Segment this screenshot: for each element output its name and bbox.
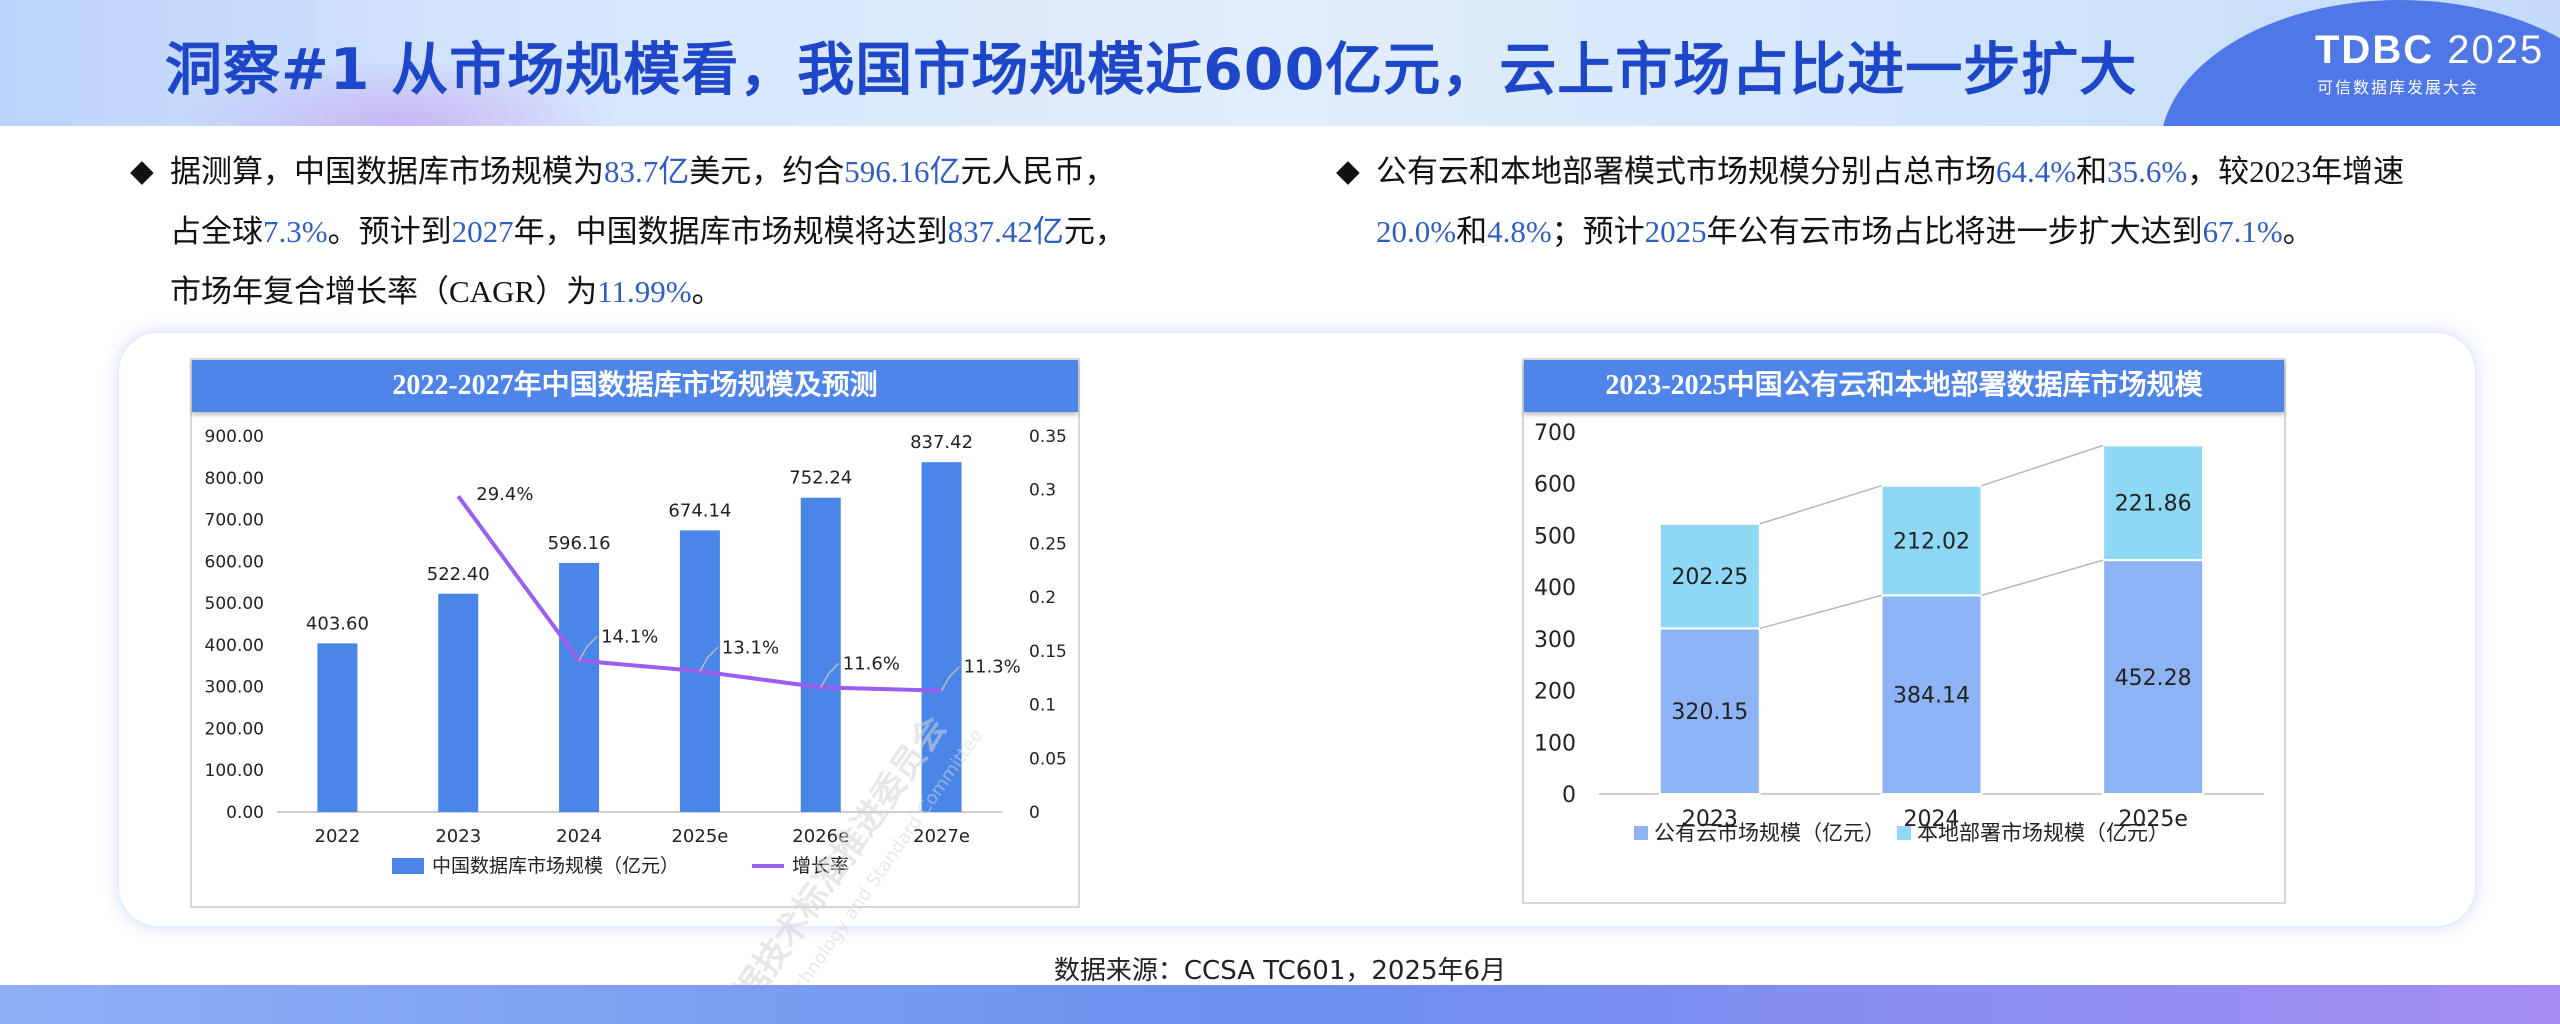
leader-line [820, 662, 840, 688]
x-tick-label: 2023 [435, 826, 481, 847]
x-tick-label: 2023 [1682, 807, 1738, 832]
bullet-right: ◆ 公有云和本地部署模式市场规模分别占总市场64.4%和35.6%，较2023年… [1336, 142, 2516, 262]
y-left-tick-label: 600.00 [205, 552, 264, 572]
line-data-label: 11.3% [964, 657, 1021, 678]
bullet-marker: ◆ [1336, 153, 1360, 189]
y-tick-label: 700 [1534, 421, 1576, 446]
chart-cloud-vs-onprem: 2023-2025中国公有云和本地部署数据库市场规模 0 100 200 300 400… [1522, 358, 2286, 904]
bar-segment-public-cloud [1880, 594, 1983, 795]
leader-line [940, 666, 961, 691]
y-tick-label: 500 [1534, 524, 1576, 549]
leader-line [578, 635, 598, 661]
segment-data-label: 202.25 [1671, 565, 1748, 590]
y-left-tick-label: 800.00 [205, 469, 264, 489]
bar-data-label: 403.60 [306, 613, 369, 634]
brand-subtitle: 可信数据库发展大会 [2317, 78, 2480, 97]
line-data-label: 13.1% [722, 637, 779, 658]
bullet-left-line-1: 据测算，中国数据库市场规模为83.7亿美元，约合596.16亿元人民币， [170, 154, 1116, 190]
y-tick-label: 400 [1534, 576, 1576, 601]
y-left-tick-label: 900.00 [205, 427, 264, 447]
y-right-tick-label: 0.3 [1029, 481, 1056, 501]
y-right-tick-label: 0.05 [1029, 749, 1067, 769]
line-data-label: 11.6% [843, 653, 900, 674]
y-tick-label: 100 [1534, 731, 1576, 756]
y-tick-label: 200 [1534, 680, 1576, 705]
y-tick-label: 0 [1562, 783, 1576, 808]
bullet-right-line-2: 20.0%和4.8%；预计2025年公有云市场占比将进一步扩大达到67.1%。 [1376, 214, 2314, 250]
series-connector-line [1759, 594, 1882, 630]
y-left-tick-label: 300.00 [205, 678, 264, 698]
y-right-tick-label: 0.15 [1029, 642, 1067, 662]
segment-data-label: 320.15 [1671, 700, 1748, 725]
bar-segment-public-cloud [1658, 627, 1761, 795]
chart-cloud-vs-onprem-plot: 0 100 200 300 400 500 600 700 320.15 202.25 2023 38… [1534, 421, 2264, 845]
y-left-tick-label: 0.00 [226, 803, 264, 823]
bar-market-size [317, 643, 358, 812]
data-source: 数据来源：CCSA TC601，2025年6月 [1053, 956, 1507, 986]
y-right-tick-label: 0 [1029, 803, 1040, 823]
bar-segment-on-premise [1880, 484, 1983, 597]
header-banner: 洞察#1 从市场规模看，我国市场规模近600亿元，云上市场占比进一步扩大 TDB… [0, 0, 2560, 126]
bar-market-size [438, 593, 479, 812]
bar-market-size [921, 462, 962, 812]
x-tick-label: 2026e [792, 826, 849, 847]
chart-title: 2022-2027年中国数据库市场规模及预测 [192, 360, 1078, 412]
x-tick-label: 2024 [1904, 807, 1960, 832]
x-tick-label: 2024 [556, 826, 602, 847]
y-right-tick-label: 0.35 [1029, 427, 1067, 447]
series-connector-line [1981, 444, 2104, 487]
page-title: 洞察#1 从市场规模看，我国市场规模近600亿元，云上市场占比进一步扩大 [165, 37, 2138, 103]
bar-segment-on-premise [1658, 522, 1761, 630]
y-right-tick-label: 0.2 [1029, 588, 1056, 608]
x-tick-label: 2022 [315, 826, 361, 847]
segment-data-label: 221.86 [2115, 492, 2192, 517]
y-left-tick-label: 100.00 [205, 761, 264, 781]
bar-data-label: 674.14 [668, 500, 731, 521]
bullet-left-line-3: 市场年复合增长率（CAGR）为11.99%。 [170, 274, 723, 310]
segment-data-label: 212.02 [1893, 530, 1970, 555]
line-data-label: 14.1% [601, 627, 658, 648]
bar-market-size [559, 562, 600, 812]
legend-label-public-cloud: 公有云市场规模（亿元） [1654, 821, 1885, 845]
bar-segment-on-premise [2102, 444, 2205, 562]
line-data-label: 29.4% [476, 484, 533, 505]
legend-label-on-premise: 本地部署市场规模（亿元） [1917, 821, 2169, 845]
leader-line [699, 646, 719, 672]
series-connector-line [1759, 484, 1882, 525]
bar-data-label: 752.24 [789, 468, 852, 489]
y-tick-label: 300 [1534, 628, 1576, 653]
y-left-tick-label: 500.00 [205, 594, 264, 614]
bar-data-label: 837.42 [910, 432, 973, 453]
y-left-tick-label: 200.00 [205, 719, 264, 739]
x-tick-label: 2027e [913, 826, 970, 847]
segment-data-label: 452.28 [2115, 666, 2192, 691]
series-connector-line [1981, 559, 2104, 597]
bullet-right-line-1: 公有云和本地部署模式市场规模分别占总市场64.4%和35.6%，较2023年增速 [1376, 154, 2405, 190]
bar-data-label: 522.40 [427, 564, 490, 585]
chart-market-size-plot: 0.00 100.00 200.00 300.00 400.00 500.00 600.00… [205, 427, 1067, 877]
legend-swatch-public-cloud [1634, 826, 1648, 840]
footer-bar [0, 985, 2560, 1024]
brand-logo: TDBC 2025 [2315, 28, 2545, 72]
bar-data-label: 596.16 [548, 533, 611, 554]
bullet-marker: ◆ [130, 153, 154, 189]
chart-market-size: 2022-2027年中国数据库市场规模及预测 0.00 100.00 200.00 3… [190, 358, 1080, 908]
x-tick-label: 2025e [671, 826, 728, 847]
legend-swatch-on-premise [1897, 826, 1911, 840]
y-left-tick-label: 700.00 [205, 511, 264, 531]
y-tick-label: 600 [1534, 473, 1576, 498]
legend-label-bar: 中国数据库市场规模（亿元） [432, 855, 679, 877]
y-left-tick-label: 400.00 [205, 636, 264, 656]
legend-swatch-bar [392, 858, 424, 874]
x-tick-label: 2025e [2118, 807, 2188, 832]
bar-segment-public-cloud [2102, 559, 2205, 795]
y-right-tick-label: 0.1 [1029, 696, 1056, 716]
y-right-tick-label: 0.25 [1029, 534, 1067, 554]
legend-label-line: 增长率 [792, 855, 849, 877]
chart-title: 2023-2025中国公有云和本地部署数据库市场规模 [1524, 360, 2284, 412]
bullet-left-line-2: 占全球7.3%。预计到2027年，中国数据库市场规模将达到837.42亿元， [170, 214, 1126, 250]
segment-data-label: 384.14 [1893, 684, 1970, 709]
bar-market-size [800, 497, 841, 812]
bullet-left: ◆ 据测算，中国数据库市场规模为83.7亿美元，约合596.16亿元人民币， 占… [130, 142, 1270, 322]
